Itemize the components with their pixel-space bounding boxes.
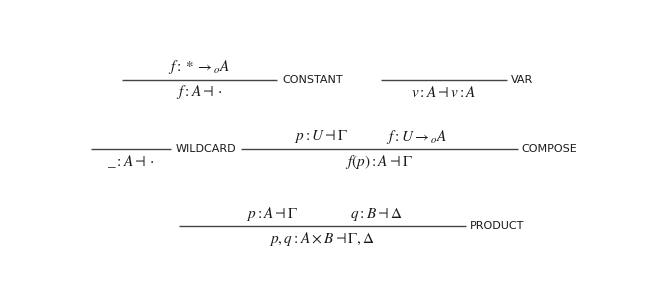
Text: $f : U \rightarrow_o A$: $f : U \rightarrow_o A$	[386, 128, 448, 146]
Text: $p, q : A \times B \dashv \Gamma, \Delta$: $p, q : A \times B \dashv \Gamma, \Delta…	[269, 230, 376, 248]
Text: $p : A \dashv \Gamma$: $p : A \dashv \Gamma$	[246, 205, 298, 223]
Text: $f(p) : A \dashv \Gamma$: $f(p) : A \dashv \Gamma$	[345, 152, 413, 171]
Text: COMPOSE: COMPOSE	[522, 144, 578, 154]
Text: $f : * \rightarrow_o A$: $f : * \rightarrow_o A$	[168, 58, 231, 77]
Text: VAR: VAR	[512, 75, 534, 85]
Text: WILDCARD: WILDCARD	[175, 144, 236, 154]
Text: $p : U \dashv \Gamma$: $p : U \dashv \Gamma$	[294, 128, 348, 146]
Text: $v : A \dashv v : A$: $v : A \dashv v : A$	[411, 85, 476, 100]
Text: PRODUCT: PRODUCT	[470, 221, 524, 232]
Text: $q : B \dashv \Delta$: $q : B \dashv \Delta$	[350, 206, 402, 223]
Text: $f : A \dashv \cdot$: $f : A \dashv \cdot$	[176, 83, 223, 101]
Text: $\_ : A \dashv \cdot$: $\_ : A \dashv \cdot$	[107, 153, 155, 170]
Text: CONSTANT: CONSTANT	[282, 75, 343, 85]
